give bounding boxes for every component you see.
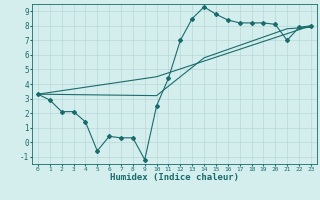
X-axis label: Humidex (Indice chaleur): Humidex (Indice chaleur)	[110, 173, 239, 182]
